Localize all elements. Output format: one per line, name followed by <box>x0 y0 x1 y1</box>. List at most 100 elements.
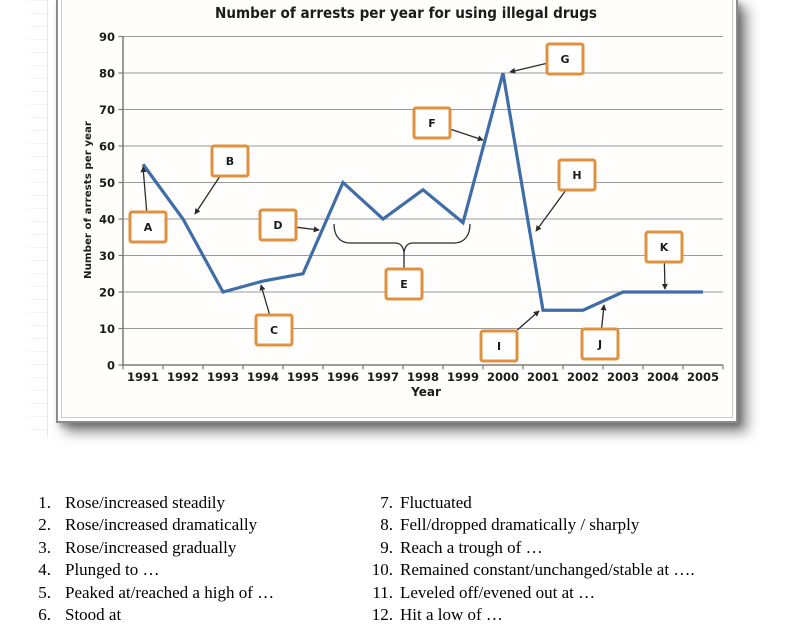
list-item-number: 9. <box>380 537 393 557</box>
list-item: 2. Rose/increased dramatically <box>38 514 274 536</box>
x-tick-label: 2005 <box>687 370 719 384</box>
page-margin-ruler <box>30 0 48 437</box>
chart-title: Number of arrests per year for using ill… <box>215 4 597 22</box>
annotation-letter: H <box>572 169 581 182</box>
y-tick-label: 50 <box>99 176 115 190</box>
y-tick-label: 80 <box>99 67 115 81</box>
x-tick-label: 1993 <box>207 370 239 384</box>
x-tick-label: 1999 <box>447 370 479 384</box>
x-tick-label: 1995 <box>287 370 319 384</box>
annotation-arrow <box>600 304 607 329</box>
y-tick-label: 40 <box>99 213 115 227</box>
annotation-letter: C <box>270 324 278 337</box>
x-tick-label: 1998 <box>407 370 439 384</box>
list-item-text: Fluctuated <box>400 493 472 512</box>
list-item: 3. Rose/increased gradually <box>38 537 274 559</box>
annotation-letter: F <box>428 117 436 130</box>
list-item-text: Plunged to … <box>65 560 160 580</box>
list-item-text: Reach a trough of … <box>400 537 543 557</box>
phrase-list: 1. Rose/increased steadily 2. Rose/increase… <box>0 492 792 624</box>
list-item-text: Rose/increased dramatically <box>65 515 258 535</box>
list-item-number: 11. <box>372 582 393 602</box>
y-tick-label: 10 <box>99 322 115 336</box>
list-item-number: 2. <box>38 515 51 535</box>
x-tick-label: 2000 <box>487 370 519 384</box>
x-tick-label: 1994 <box>247 370 279 384</box>
annotation-box <box>258 208 298 242</box>
annotation-box <box>384 267 424 301</box>
annotation-arrow <box>259 284 271 315</box>
list-item-text: Hit a low of … <box>400 605 503 625</box>
chart-figure: A B C D E F G H I J K Number of arrests per year f… <box>56 0 738 423</box>
list-item-number: 3. <box>38 537 51 557</box>
x-tick-label: 2001 <box>527 370 559 384</box>
annotation-box <box>412 106 452 140</box>
x-tick-label: 2004 <box>647 370 679 384</box>
phrase-list-column-left: 1. Rose/increased steadily 2. Rose/increase… <box>38 492 274 626</box>
x-tick-label: 1992 <box>167 370 199 384</box>
y-tick-label: 30 <box>99 249 115 263</box>
axes <box>118 35 724 370</box>
x-tick-labels: 1991 1992 1993 1994 1995 1996 1997 1998 1999 2000… <box>127 370 719 384</box>
list-item-text: Rose/increased steadily <box>65 493 226 512</box>
annotation-letter: B <box>226 155 234 168</box>
y-tick-label: 0 <box>107 359 115 373</box>
annotation-letter: A <box>144 221 153 234</box>
x-tick-label: 2003 <box>607 370 639 384</box>
annotation-box <box>254 313 294 347</box>
annotation-letter: K <box>660 241 669 254</box>
annotation-box <box>479 329 519 363</box>
list-item: 5. Peaked at/reached a high of … <box>38 582 274 604</box>
data-line <box>141 72 703 312</box>
y-tick-labels: 0 10 20 30 40 50 60 70 80 90 <box>99 30 115 373</box>
y-tick-label: 20 <box>99 286 115 300</box>
list-item-number: 10. <box>371 560 393 580</box>
list-item-number: 12. <box>371 605 393 625</box>
y-tick-label: 60 <box>99 140 115 154</box>
annotation-letter: E <box>400 278 408 291</box>
annotation-box <box>545 42 585 76</box>
annotation-arrow <box>535 190 566 232</box>
annotation-box <box>580 327 620 361</box>
list-item: 1. Rose/increased steadily <box>38 492 274 514</box>
x-tick-label: 1996 <box>327 370 359 384</box>
list-item-text: Remained constant/unchanged/stable at …. <box>400 560 695 580</box>
list-item-number: 4. <box>38 560 51 580</box>
list-item: 8. Fell/dropped dramatically / sharply <box>363 514 695 536</box>
phrase-list-column-right: 7. Fluctuated 8. Fell/dropped dramatically … <box>363 492 695 626</box>
list-item: 4. Plunged to … <box>38 559 274 581</box>
annotation-box <box>557 158 597 192</box>
list-item: 9. Reach a trough of … <box>363 537 695 559</box>
annotation-arrow <box>516 310 540 331</box>
annotation-letter: I <box>497 340 501 353</box>
y-tick-label: 90 <box>99 30 115 44</box>
annotation-arrow <box>140 166 148 212</box>
annotation-arrow <box>194 176 220 215</box>
list-item: 11. Leveled off/evened out at … <box>363 582 695 604</box>
annotation-arrow <box>661 262 668 290</box>
list-item-number: 7. <box>380 493 393 512</box>
list-item: 7. Fluctuated <box>363 492 695 514</box>
list-item-text: Fell/dropped dramatically / sharply <box>400 515 640 535</box>
annotation-arrow <box>450 128 484 142</box>
y-axis-label: Number of arrests per year <box>83 121 94 279</box>
x-tick-label: 1991 <box>127 370 159 384</box>
list-item-text: Rose/increased gradually <box>65 537 237 557</box>
list-item: 10. Remained constant/unchanged/stable at… <box>363 559 695 581</box>
list-item-text: Peaked at/reached a high of … <box>65 582 275 602</box>
list-item-number: 5. <box>38 582 51 602</box>
list-item-number: 1. <box>38 493 51 512</box>
x-tick-label: 1997 <box>367 370 399 384</box>
annotation-letter: G <box>560 53 569 66</box>
annotation-letter: D <box>273 219 282 232</box>
y-tick-label: 70 <box>99 103 115 117</box>
annotation-box <box>210 144 250 178</box>
brace-connector <box>333 223 471 253</box>
arrests-line-chart: A B C D E F G H I J K Number of arrests per year f… <box>83 4 724 399</box>
annotation-box <box>644 230 684 264</box>
annotation-box <box>128 210 168 244</box>
annotation-arrow <box>509 62 547 74</box>
annotation-arrow <box>296 226 320 233</box>
list-item-number: 6. <box>38 605 51 625</box>
